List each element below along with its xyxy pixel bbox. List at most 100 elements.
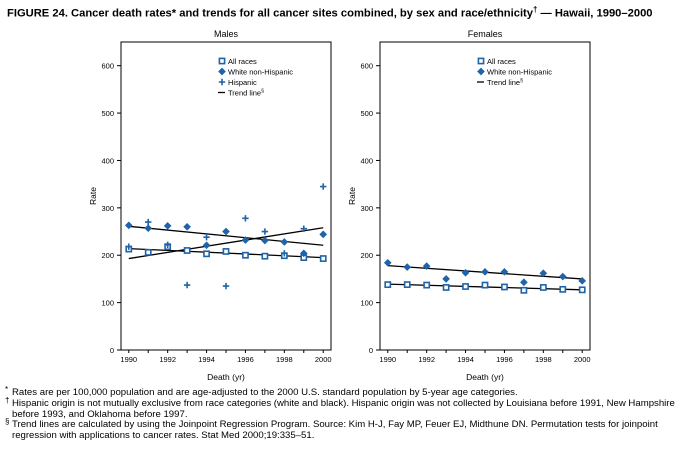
plot-frame [120, 41, 332, 351]
data-point-diamond [124, 221, 133, 230]
panel-title: Females [468, 29, 503, 39]
panel-title: Males [214, 29, 239, 39]
legend-trend-label: Trend line [228, 89, 261, 98]
footnote-trend: § Trend lines are calculated by using the… [5, 417, 682, 442]
legend-trend-mark: § [261, 89, 264, 95]
y-tick-label: 600 [360, 62, 373, 71]
legend-label: White non-Hispanic [228, 68, 293, 77]
data-point-diamond [442, 275, 450, 283]
y-axis-label: Rate [88, 187, 98, 205]
data-point-square [578, 286, 586, 294]
data-point-diamond [558, 272, 567, 281]
chart-panel-1: Females 0 100 200 300 400 500 600 1990 1992 1994 19… [347, 29, 591, 382]
figure-title-mark: † [533, 5, 538, 14]
footnote-text: Trend lines are calculated by using the … [12, 419, 658, 442]
x-axis-label: Death (yr) [466, 372, 504, 382]
chart-area: Males 0 100 200 300 400 500 600 1990 1992 1994 1996… [88, 29, 591, 382]
x-tick-label: 1992 [418, 355, 435, 364]
data-point-plus [183, 281, 191, 289]
x-axis-label: Death (yr) [207, 372, 245, 382]
data-point-square [442, 284, 450, 291]
legend-trend-mark: § [520, 78, 523, 84]
x-tick-label: 1998 [276, 355, 293, 364]
data-point-plus [203, 234, 210, 241]
data-point-square [520, 286, 528, 294]
data-point-diamond [500, 267, 509, 276]
data-point-plus [281, 250, 288, 257]
data-point-diamond [481, 267, 489, 276]
data-point-plus [222, 282, 230, 290]
figure-title-text: FIGURE 24. Cancer death rates* and trend… [7, 7, 533, 20]
data-point-square [261, 252, 269, 260]
x-tick-label: 1992 [159, 355, 176, 364]
y-tick-label: 400 [101, 156, 114, 165]
data-point-square [403, 281, 411, 289]
legend-marker-square [477, 57, 485, 65]
data-point-plus [164, 241, 171, 249]
data-point-square [423, 281, 431, 289]
data-point-diamond [539, 269, 548, 278]
data-point-square [242, 251, 249, 259]
data-point-diamond [183, 222, 191, 231]
y-tick-label: 300 [101, 204, 114, 213]
data-point-plus [300, 225, 307, 232]
y-tick-label: 0 [369, 346, 373, 355]
data-point-square [222, 248, 230, 255]
x-tick-label: 2000 [574, 355, 591, 364]
x-tick-label: 1994 [198, 355, 215, 364]
footnotes: * Rates are per 100,000 population and ar… [5, 385, 682, 442]
figure-title-suffix: — Hawaii, 1990–2000 [537, 7, 653, 20]
footnote-mark: § [5, 417, 10, 427]
data-point-diamond [202, 241, 211, 250]
legend-label: Hispanic [228, 78, 257, 87]
legend-trend-label: Trend line [487, 78, 520, 87]
legend-label: Trend line§ [487, 78, 523, 87]
trend-line [128, 225, 324, 246]
data-point-diamond [144, 224, 153, 233]
data-point-plus [145, 218, 152, 226]
data-point-diamond [241, 236, 250, 244]
y-tick-label: 600 [101, 62, 114, 71]
data-point-square [384, 281, 392, 289]
data-point-diamond [403, 263, 412, 271]
y-tick-label: 100 [360, 299, 373, 308]
x-tick-label: 1996 [237, 355, 254, 364]
data-point-plus [242, 215, 249, 222]
data-point-square [501, 283, 508, 291]
y-axis-label: Rate [347, 187, 357, 205]
data-point-diamond [422, 262, 431, 270]
data-point-diamond [383, 258, 392, 267]
x-tick-label: 1998 [535, 355, 552, 364]
data-point-diamond [261, 236, 269, 245]
footnote-mark: * [5, 385, 9, 394]
legend-label: All races [228, 57, 257, 66]
x-tick-label: 1990 [379, 355, 396, 364]
y-tick-label: 500 [360, 109, 373, 118]
footnote-hispanic: † Hispanic origin is not mutually exclusi… [5, 395, 682, 421]
legend-label: White non-Hispanic [487, 68, 552, 77]
y-tick-label: 0 [110, 346, 114, 355]
data-point-diamond [222, 227, 230, 236]
footnote-text: Rates are per 100,000 population and are… [12, 387, 518, 398]
trend-line [128, 227, 324, 260]
data-point-square [481, 281, 489, 289]
chart-panel-0: Males 0 100 200 300 400 500 600 1990 1992 1994 1996… [88, 29, 332, 382]
x-tick-label: 1990 [120, 355, 137, 364]
data-point-diamond [461, 268, 470, 277]
data-point-square [203, 250, 210, 258]
data-point-square [183, 247, 191, 254]
x-tick-label: 2000 [315, 355, 332, 364]
data-point-plus [125, 243, 132, 250]
y-tick-label: 200 [101, 251, 114, 260]
legend-marker-square [218, 57, 226, 65]
y-tick-label: 500 [101, 109, 114, 118]
data-point-plus [261, 228, 269, 235]
y-tick-label: 300 [360, 204, 373, 213]
footnote-mark: † [5, 395, 10, 405]
x-tick-label: 1996 [496, 355, 513, 364]
footnote-rates: * Rates are per 100,000 population and ar… [5, 385, 682, 399]
y-tick-label: 100 [101, 299, 114, 308]
data-point-diamond [319, 230, 328, 239]
data-point-diamond [280, 238, 289, 246]
